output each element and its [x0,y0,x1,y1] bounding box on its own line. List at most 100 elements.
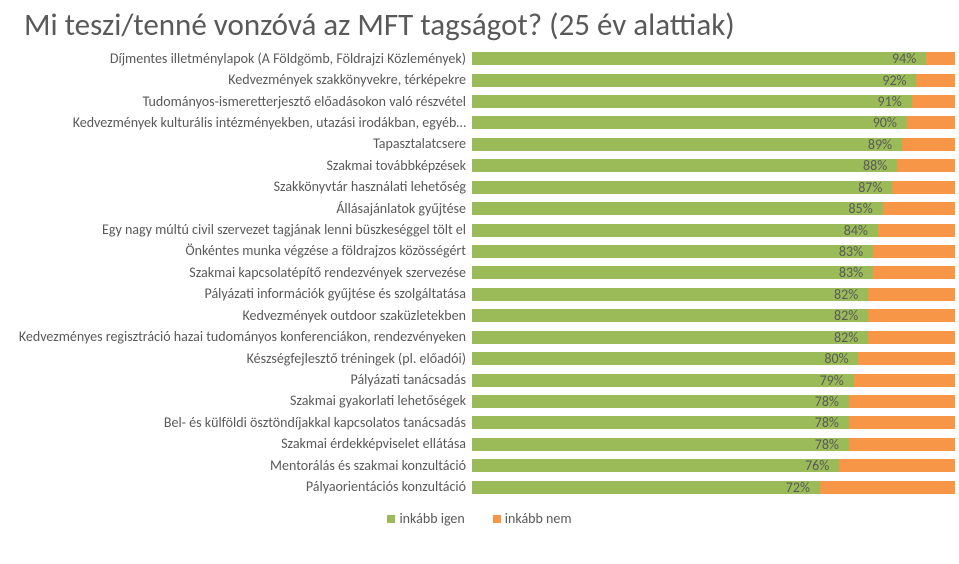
value-label: 87% [858,179,882,196]
category-label: Szakmai továbbképzések [12,155,472,176]
bar-row: 91% [472,91,955,112]
bar-segment-yes [472,245,873,258]
category-label: Kedvezmények outdoor szaküzletekben [12,305,472,326]
stacked-bar: 80% [472,352,955,365]
bar-row: 82% [472,326,955,347]
value-label: 79% [820,372,844,389]
value-label: 85% [849,200,873,217]
legend-item-yes: inkább igen [387,510,464,527]
category-label: Kedvezmények szakkönyvekre, térképekre [12,69,472,90]
bar-segment-yes [472,181,892,194]
legend-swatch-yes [387,515,395,523]
category-label: Pályázati tanácsadás [12,369,472,390]
value-label: 78% [815,436,839,453]
bar-row: 82% [472,305,955,326]
value-label: 78% [815,393,839,410]
bar-row: 78% [472,391,955,412]
bar-segment-yes [472,416,849,429]
category-label: Kedvezmények kulturális intézményekben, … [12,112,472,133]
category-label: Díjmentes illetménylapok (A Földgömb, Fö… [12,48,472,69]
bar-row: 89% [472,134,955,155]
bar-row: 78% [472,412,955,433]
bar-segment-yes [472,288,868,301]
bar-segment-yes [472,52,926,65]
category-label: Pályázati információk gyűjtése és szolgá… [12,284,472,305]
bar-segment-no [849,416,955,429]
category-label: Szakmai érdekképviselet ellátása [12,434,472,455]
value-label: 84% [844,222,868,239]
category-label: Bel- és külföldi ösztöndíjakkal kapcsola… [12,412,472,433]
value-label: 82% [834,307,858,324]
value-label: 94% [892,50,916,67]
bar-row: 82% [472,284,955,305]
category-label: Tapasztalatcsere [12,134,472,155]
value-label: 89% [868,136,892,153]
stacked-bar: 84% [472,224,955,237]
bar-segment-no [868,331,955,344]
bar-row: 92% [472,69,955,90]
chart-area: Díjmentes illetménylapok (A Földgömb, Fö… [0,48,959,498]
category-label: Mentorálás és szakmai konzultáció [12,455,472,476]
y-axis-labels: Díjmentes illetménylapok (A Földgömb, Fö… [12,48,472,498]
bar-row: 79% [472,369,955,390]
stacked-bar: 82% [472,288,955,301]
category-label: Tudományos-ismeretterjesztő előadásokon … [12,91,472,112]
stacked-bar: 87% [472,181,955,194]
value-label: 82% [834,329,858,346]
legend-label-yes: inkább igen [399,510,464,527]
bar-segment-no [902,138,955,151]
bar-segment-no [883,202,955,215]
bar-segment-yes [472,331,868,344]
bar-segment-no [868,288,955,301]
stacked-bar: 76% [472,459,955,472]
stacked-bar: 91% [472,95,955,108]
category-label: Készségfejlesztő tréningek (pl. előadói) [12,348,472,369]
stacked-bar: 88% [472,159,955,172]
bar-segment-no [849,438,955,451]
bar-row: 72% [472,476,955,497]
bar-row: 76% [472,455,955,476]
bar-segment-no [912,95,955,108]
bar-row: 88% [472,155,955,176]
bar-row: 94% [472,48,955,69]
value-label: 91% [878,93,902,110]
bar-segment-no [854,374,955,387]
category-label: Szakkönyvtár használati lehetőség [12,177,472,198]
legend: inkább igen inkább nem [0,498,959,527]
bar-segment-yes [472,266,873,279]
bar-segment-yes [472,459,839,472]
bar-segment-no [868,309,955,322]
chart-title: Mi teszi/tenné vonzóvá az MFT tagságot? … [0,0,959,48]
stacked-bar: 78% [472,395,955,408]
bar-segment-yes [472,438,849,451]
bar-segment-no [849,395,955,408]
category-label: Szakmai gyakorlati lehetőségek [12,391,472,412]
bar-segment-yes [472,395,849,408]
category-label: Állásajánlatok gyűjtése [12,198,472,219]
value-label: 72% [786,479,810,496]
stacked-bar: 94% [472,52,955,65]
bar-segment-yes [472,138,902,151]
bar-segment-yes [472,95,912,108]
bar-segment-yes [472,224,878,237]
category-label: Egy nagy múltú civil szervezet tagjának … [12,219,472,240]
bar-segment-no [897,159,955,172]
bar-segment-no [839,459,955,472]
bar-row: 87% [472,177,955,198]
bar-row: 84% [472,219,955,240]
bar-row: 83% [472,262,955,283]
stacked-bar: 85% [472,202,955,215]
value-label: 78% [815,414,839,431]
value-label: 88% [863,157,887,174]
legend-label-no: inkább nem [505,510,572,527]
bar-row: 90% [472,112,955,133]
value-label: 80% [824,350,848,367]
bars-container: 94% 92% 91% 90% 89% 88% 87% 85% 84% 83% 83% 82% 82% 8… [472,48,955,498]
stacked-bar: 92% [472,74,955,87]
value-label: 83% [839,243,863,260]
stacked-bar: 82% [472,331,955,344]
bar-segment-no [878,224,955,237]
bar-segment-no [820,481,955,494]
bar-segment-no [873,266,955,279]
stacked-bar: 83% [472,266,955,279]
